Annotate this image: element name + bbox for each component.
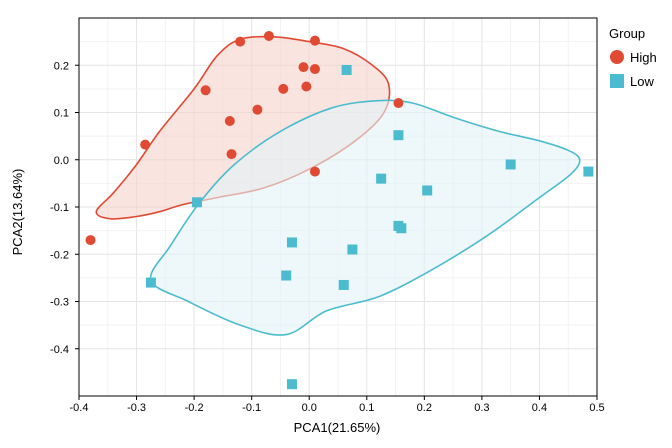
point-high — [298, 62, 309, 73]
x-axis-ticks: -0.4 -0.3 -0.2 -0.1 0.0 0.1 0.2 0.3 0.4 0.5 — [70, 396, 605, 414]
legend-marker-low — [610, 74, 624, 88]
y-tick-label: -0.4 — [50, 344, 69, 356]
x-tick-label: 0.4 — [532, 402, 547, 414]
point-high — [252, 104, 263, 115]
y-axis-ticks: -0.4 -0.3 -0.2 -0.1 0.0 0.1 0.2 — [50, 60, 79, 356]
point-low — [286, 237, 297, 248]
point-low — [505, 159, 516, 170]
legend-items: High Low — [610, 50, 657, 89]
legend-label-high: High — [630, 50, 657, 65]
point-low — [145, 277, 156, 288]
point-high — [85, 235, 96, 246]
x-tick-label: 0.3 — [474, 402, 489, 414]
legend: Group High Low — [609, 26, 657, 89]
ellipse-low — [149, 99, 581, 336]
y-tick-label: 0.2 — [54, 60, 69, 72]
x-tick-label: -0.4 — [70, 402, 89, 414]
x-tick-label: 0.2 — [417, 402, 432, 414]
point-high — [309, 64, 320, 75]
ellipse-high — [95, 35, 391, 220]
point-high — [235, 36, 246, 47]
point-high — [393, 98, 404, 109]
confidence-ellipses — [95, 35, 581, 336]
point-high — [309, 35, 320, 46]
x-tick-label: 0.1 — [359, 402, 374, 414]
y-tick-label: -0.2 — [50, 249, 69, 261]
y-tick-label: 0.0 — [54, 155, 69, 167]
x-tick-label: 0.0 — [302, 402, 317, 414]
point-low — [583, 166, 594, 177]
point-high — [309, 166, 320, 177]
x-tick-label: -0.3 — [127, 402, 146, 414]
point-low — [338, 279, 349, 290]
point-low — [393, 130, 404, 141]
x-tick-label: -0.1 — [242, 402, 261, 414]
point-low — [347, 244, 358, 255]
point-low — [286, 379, 297, 390]
y-tick-label: 0.1 — [54, 108, 69, 120]
point-high — [301, 81, 312, 92]
y-tick-label: -0.3 — [50, 297, 69, 309]
point-high — [200, 85, 211, 96]
point-high — [226, 149, 237, 160]
point-low — [376, 173, 387, 184]
y-axis-title: PCA2(13.64%) — [10, 169, 25, 256]
point-low — [281, 270, 292, 281]
data-points — [85, 30, 594, 390]
point-high — [224, 116, 235, 127]
point-high — [263, 30, 274, 41]
point-high — [140, 139, 151, 150]
y-tick-label: -0.1 — [50, 202, 69, 214]
legend-marker-high — [610, 50, 624, 64]
point-low — [422, 185, 433, 196]
point-low — [341, 64, 352, 75]
x-tick-label: 0.5 — [589, 402, 604, 414]
point-low — [396, 223, 407, 234]
watermark: 知乎 @半斤 — [556, 410, 635, 427]
legend-label-low: Low — [630, 74, 654, 89]
point-low — [191, 197, 202, 208]
point-high — [278, 83, 289, 94]
x-tick-label: -0.2 — [185, 402, 204, 414]
legend-title: Group — [609, 26, 645, 41]
x-axis-title: PCA1(21.65%) — [294, 420, 381, 435]
